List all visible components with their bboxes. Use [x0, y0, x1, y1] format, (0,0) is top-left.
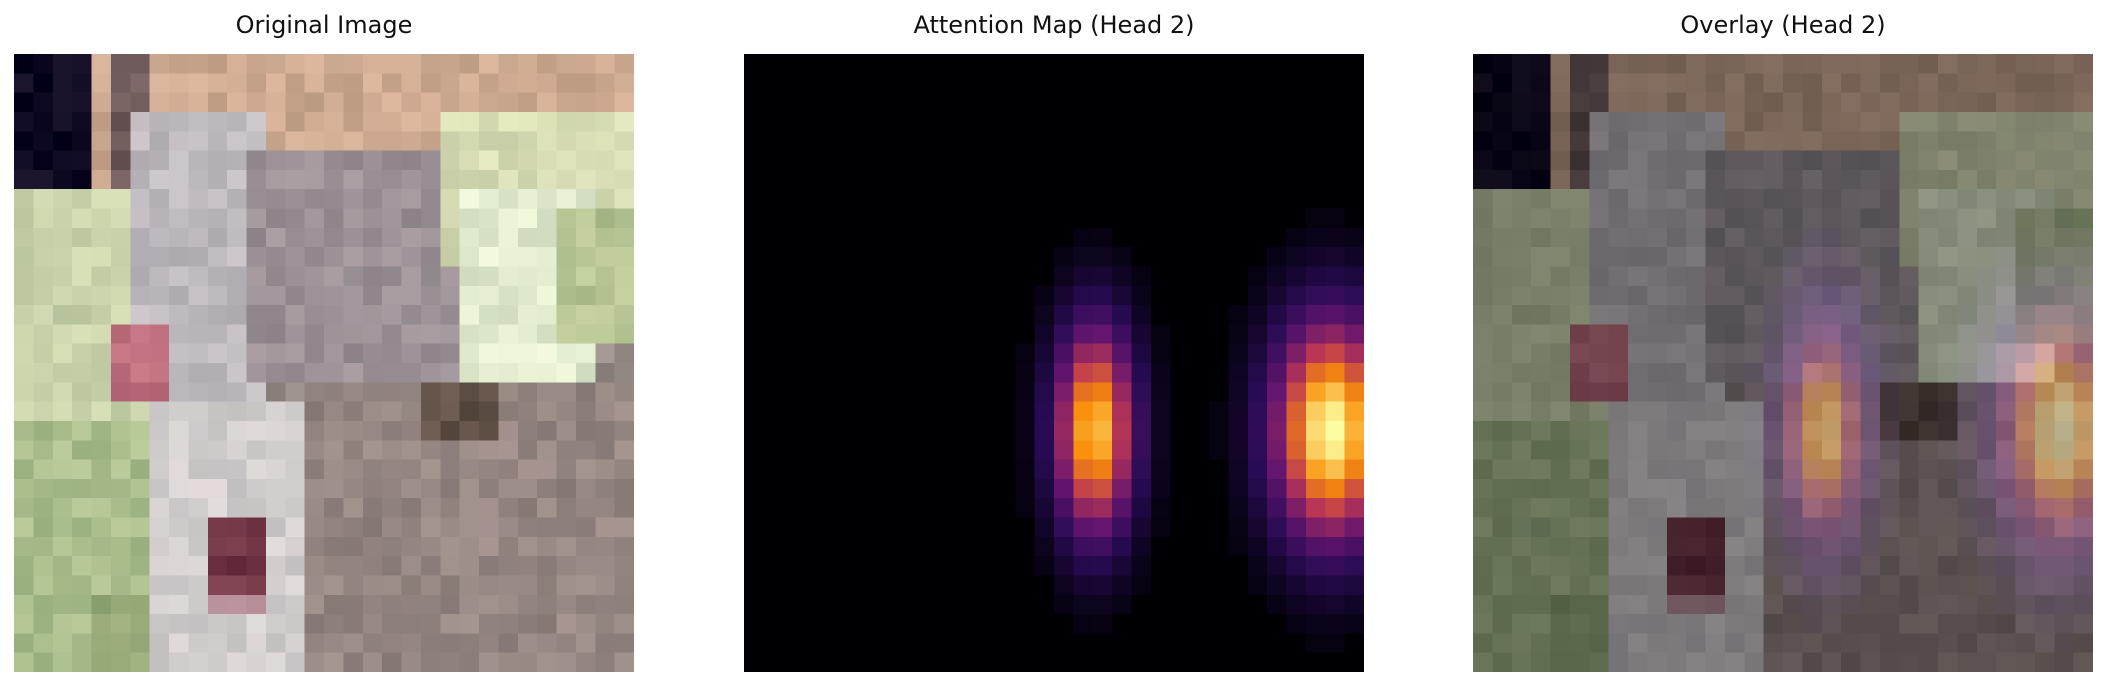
original-image-title: Original Image — [235, 11, 413, 39]
overlay-title: Overlay (Head 2) — [1680, 11, 1886, 39]
overlay-panel — [1473, 54, 2093, 672]
original-image — [14, 54, 634, 672]
attention-map-title: Attention Map (Head 2) — [913, 11, 1195, 39]
attention-map-panel — [744, 54, 1364, 672]
attention-map-image — [744, 54, 1364, 672]
original-image-panel — [14, 54, 634, 672]
overlay-image — [1473, 54, 2093, 672]
